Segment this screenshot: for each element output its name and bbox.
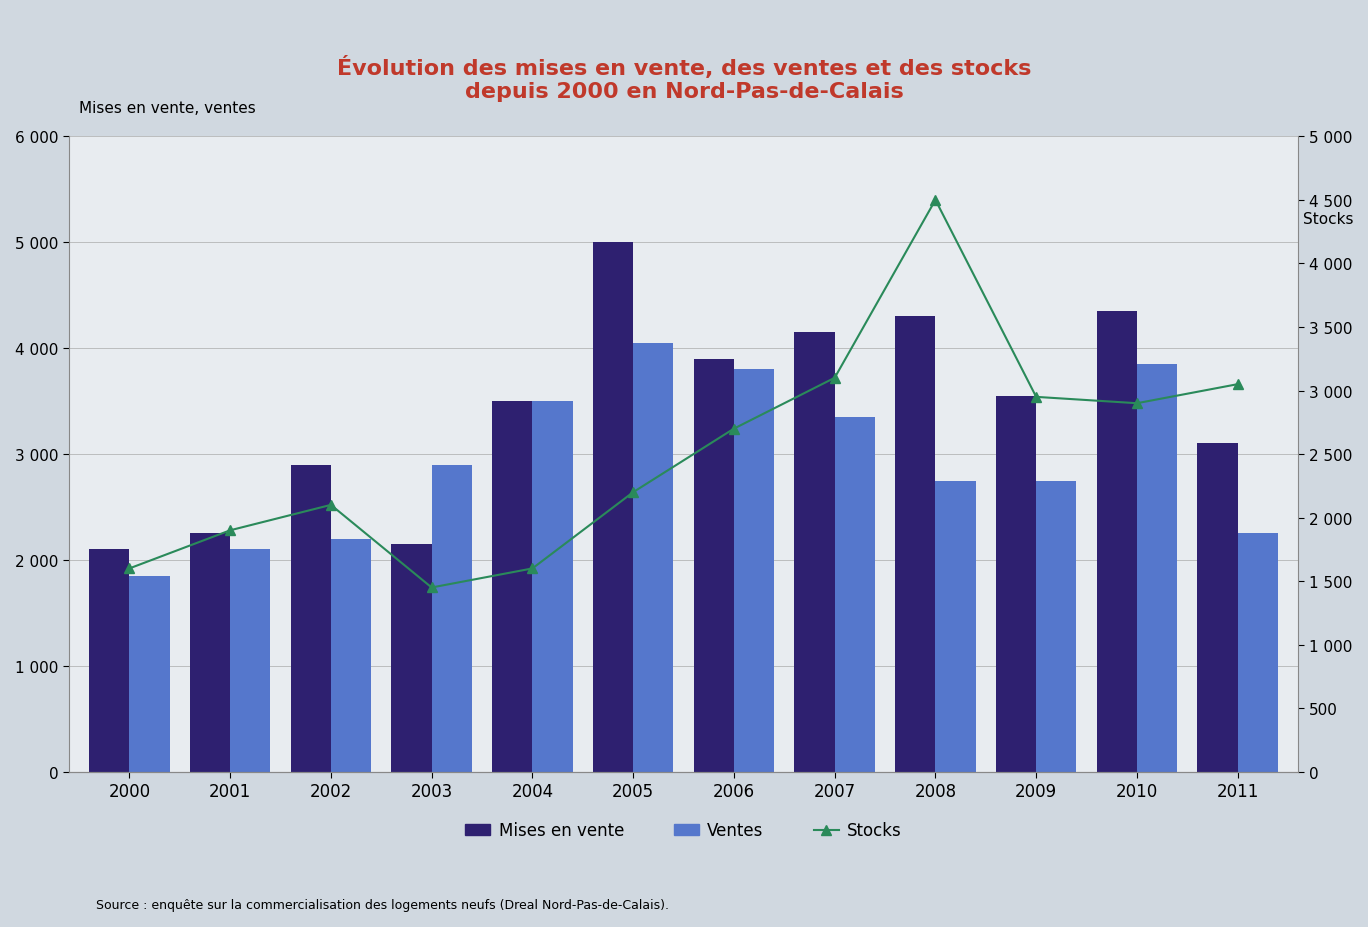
Bar: [895, 317, 936, 772]
Bar: [190, 534, 230, 772]
Bar: [795, 333, 834, 772]
Bar: [130, 577, 170, 772]
Bar: [1036, 481, 1077, 772]
Bar: [230, 550, 271, 772]
Bar: [1137, 364, 1178, 772]
Text: Mises en vente, ventes: Mises en vente, ventes: [79, 101, 256, 116]
Bar: [733, 370, 774, 772]
Bar: [834, 417, 876, 772]
Bar: [391, 544, 432, 772]
Text: Évolution des mises en vente, des ventes et des stocks
depuis 2000 en Nord-Pas-d: Évolution des mises en vente, des ventes…: [337, 56, 1031, 102]
Bar: [1238, 534, 1278, 772]
Bar: [492, 401, 532, 772]
Bar: [532, 401, 573, 772]
Text: Stocks: Stocks: [1304, 212, 1354, 227]
Legend: Mises en vente, Ventes, Stocks: Mises en vente, Ventes, Stocks: [458, 815, 908, 846]
Bar: [694, 360, 733, 772]
Bar: [996, 397, 1036, 772]
Bar: [1197, 444, 1238, 772]
Bar: [1097, 311, 1137, 772]
Bar: [633, 344, 673, 772]
Bar: [936, 481, 975, 772]
Bar: [290, 465, 331, 772]
Bar: [331, 540, 371, 772]
Bar: [592, 243, 633, 772]
Bar: [432, 465, 472, 772]
Bar: [89, 550, 130, 772]
Text: Source : enquête sur la commercialisation des logements neufs (Dreal Nord-Pas-de: Source : enquête sur la commercialisatio…: [96, 898, 669, 911]
